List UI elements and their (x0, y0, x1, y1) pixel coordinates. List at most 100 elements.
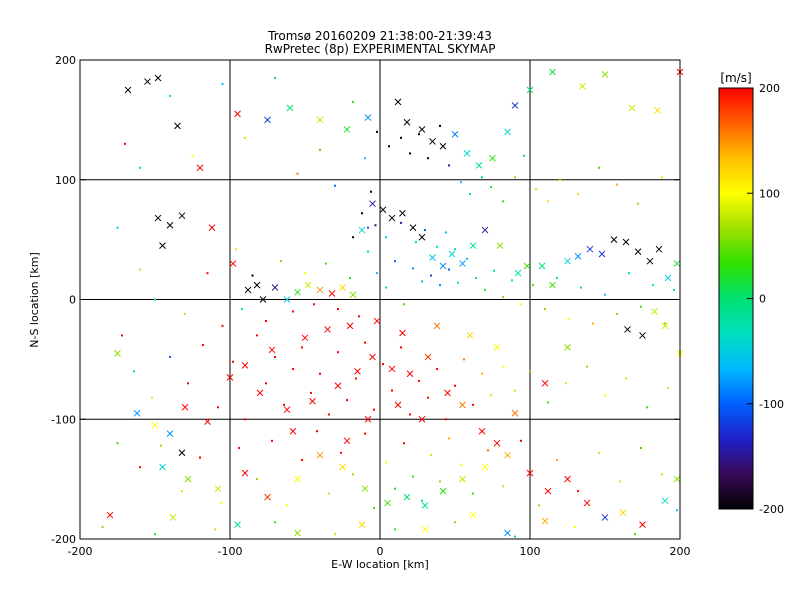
data-point-dot (391, 389, 393, 392)
data-point-cross (655, 245, 663, 253)
data-point-dot (382, 363, 384, 366)
data-point-cross (124, 86, 132, 94)
data-point-dot (619, 480, 621, 483)
data-point-cross (388, 365, 396, 373)
data-point-dot (667, 387, 669, 390)
x-tick-label: -200 (68, 545, 93, 558)
data-point-dot (490, 394, 492, 397)
data-point-cross (166, 430, 174, 437)
data-point-cross (373, 317, 381, 325)
data-point-dot (580, 286, 582, 289)
data-point-cross (469, 242, 477, 249)
data-point-cross (169, 514, 177, 521)
data-point-cross (369, 200, 376, 208)
data-point-dot (274, 355, 276, 358)
data-point-dot (151, 396, 153, 399)
data-point-cross (459, 260, 466, 267)
data-point-dot (221, 82, 224, 85)
data-point-dot (559, 178, 561, 181)
data-point-cross (241, 469, 249, 477)
data-point-dot (412, 267, 414, 270)
data-point-dot (592, 322, 594, 325)
data-point-dot (403, 442, 405, 445)
data-point-dot (376, 272, 378, 275)
data-point-cross (316, 451, 324, 459)
data-point-cross (309, 397, 316, 405)
data-point-dot (523, 154, 525, 157)
data-point-cross (496, 242, 504, 249)
data-point-dot (664, 322, 666, 325)
data-point-dot (457, 281, 459, 284)
data-point-cross (564, 257, 571, 265)
data-point-dot (598, 166, 600, 169)
data-point-dot (292, 310, 294, 313)
data-point-cross (418, 126, 426, 133)
data-point-cross (394, 401, 402, 409)
data-point-cross (601, 71, 609, 78)
data-point-dot (448, 437, 450, 440)
data-point-cross (504, 451, 511, 459)
data-point-cross (204, 418, 211, 425)
data-point-cross (151, 421, 159, 429)
y-tick-label: 200 (55, 54, 76, 67)
data-point-dot (484, 288, 486, 291)
x-tick-label: 200 (670, 545, 691, 558)
data-point-cross (564, 344, 571, 351)
data-point-dot (346, 399, 348, 402)
data-point-cross (268, 346, 276, 354)
y-axis-label: N-S location [km] (28, 252, 41, 348)
data-point-cross (346, 322, 354, 330)
data-point-cross (511, 409, 519, 417)
data-point-dot (625, 377, 627, 380)
data-point-dot (547, 401, 549, 404)
data-point-cross (424, 353, 432, 361)
data-point-cross (661, 497, 669, 505)
data-point-dot (139, 466, 141, 469)
data-point-cross (159, 242, 166, 249)
data-point-dot (634, 533, 636, 536)
data-point-cross (133, 409, 141, 417)
data-point-cross (541, 379, 549, 387)
data-point-dot (101, 526, 104, 529)
data-point-cross (639, 332, 646, 339)
data-point-dot (394, 528, 396, 531)
data-point-cross (478, 427, 486, 435)
data-point-dot (493, 269, 495, 272)
data-point-dot (256, 334, 258, 337)
data-point-dot (472, 403, 474, 406)
data-point-dot (124, 142, 126, 145)
data-point-cross (673, 260, 681, 267)
data-point-dot (400, 136, 402, 139)
data-point-cross (418, 415, 426, 423)
data-point-dot (301, 346, 303, 349)
chart-subtitle: RwPretec (8p) EXPERIMENTAL SKYMAP (265, 42, 496, 56)
data-point-cross (178, 212, 186, 220)
data-point-cross (144, 78, 151, 85)
data-point-cross (549, 281, 556, 289)
data-point-cross (439, 487, 447, 495)
data-point-dot (217, 406, 219, 409)
data-point-cross (229, 260, 237, 267)
data-point-dot (481, 372, 483, 375)
data-point-dot (640, 446, 642, 449)
data-point-dot (556, 276, 558, 279)
data-point-dot (394, 260, 396, 263)
data-point-cross (294, 529, 301, 537)
data-point-cross (178, 449, 186, 457)
data-point-cross (328, 290, 336, 297)
data-point-dot (169, 355, 171, 358)
data-point-cross (208, 224, 216, 232)
data-point-cross (106, 511, 114, 519)
data-point-dot (439, 124, 441, 127)
data-point-dot (502, 485, 504, 488)
data-point-cross (394, 98, 402, 106)
data-point-dot (352, 473, 354, 476)
data-point-dot (514, 389, 516, 392)
data-point-cross (429, 254, 436, 261)
data-point-cross (244, 286, 252, 294)
data-point-dot (238, 446, 240, 449)
data-point-cross (646, 257, 654, 265)
data-point-cross (399, 329, 406, 337)
data-point-dot (463, 358, 465, 361)
data-point-cross (639, 521, 646, 528)
